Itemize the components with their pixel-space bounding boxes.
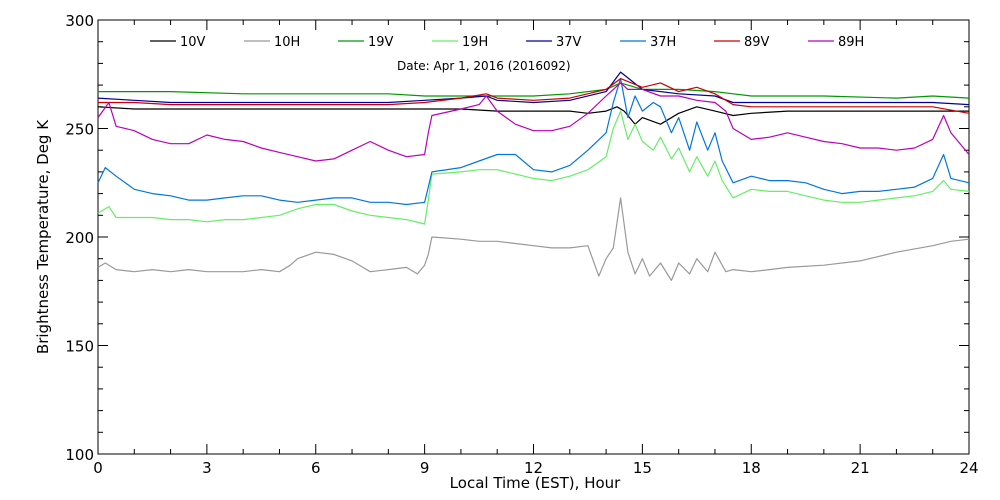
legend: 10V 10H 19V 19H 37V 37H 89V 89H [150,35,864,50]
y-tick-label: 100 [65,446,94,464]
x-tick-label: 18 [742,459,761,477]
legend-label-19v: 19V [368,35,394,50]
legend-label-10h: 10H [274,35,300,50]
x-tick-label: 3 [202,459,212,477]
x-tick-label: 9 [420,459,430,477]
series-layer [97,71,970,281]
legend-label-19h: 19H [462,35,488,50]
y-axis-title: Brightness Temperature, Deg K [34,119,52,354]
series-line-89v [98,77,970,114]
x-tick-label: 12 [524,459,543,477]
series-line-37v [97,71,970,106]
plot-frame [97,19,970,455]
x-tick-label: 24 [959,459,978,477]
legend-label-89v: 89V [744,35,770,50]
axes: 0 3 6 9 12 15 18 21 24 100 150 200 250 300 [65,12,978,477]
series-line-10v [97,106,969,125]
y-tick-label: 250 [65,121,94,139]
legend-label-89h: 89H [838,35,864,50]
y-tick-label: 150 [65,338,94,356]
series-line-37h [97,77,970,206]
series-line-19h [97,110,970,225]
legend-label-37h: 37H [650,35,676,50]
series-line-19v [98,82,970,99]
series-line-89h [97,82,970,162]
x-tick-label: 6 [311,459,321,477]
chart-annotation: Date: Apr 1, 2016 (2016092) [397,59,571,73]
x-tick-label: 0 [93,459,103,477]
series-line-10h [97,197,970,281]
y-tick-label: 200 [65,229,94,247]
x-axis-title: Local Time (EST), Hour [450,474,621,492]
x-tick-label: 21 [851,459,870,477]
x-tick-label: 15 [633,459,652,477]
legend-label-37v: 37V [556,35,582,50]
y-tick-label: 300 [65,12,94,30]
legend-label-10v: 10V [180,35,206,50]
